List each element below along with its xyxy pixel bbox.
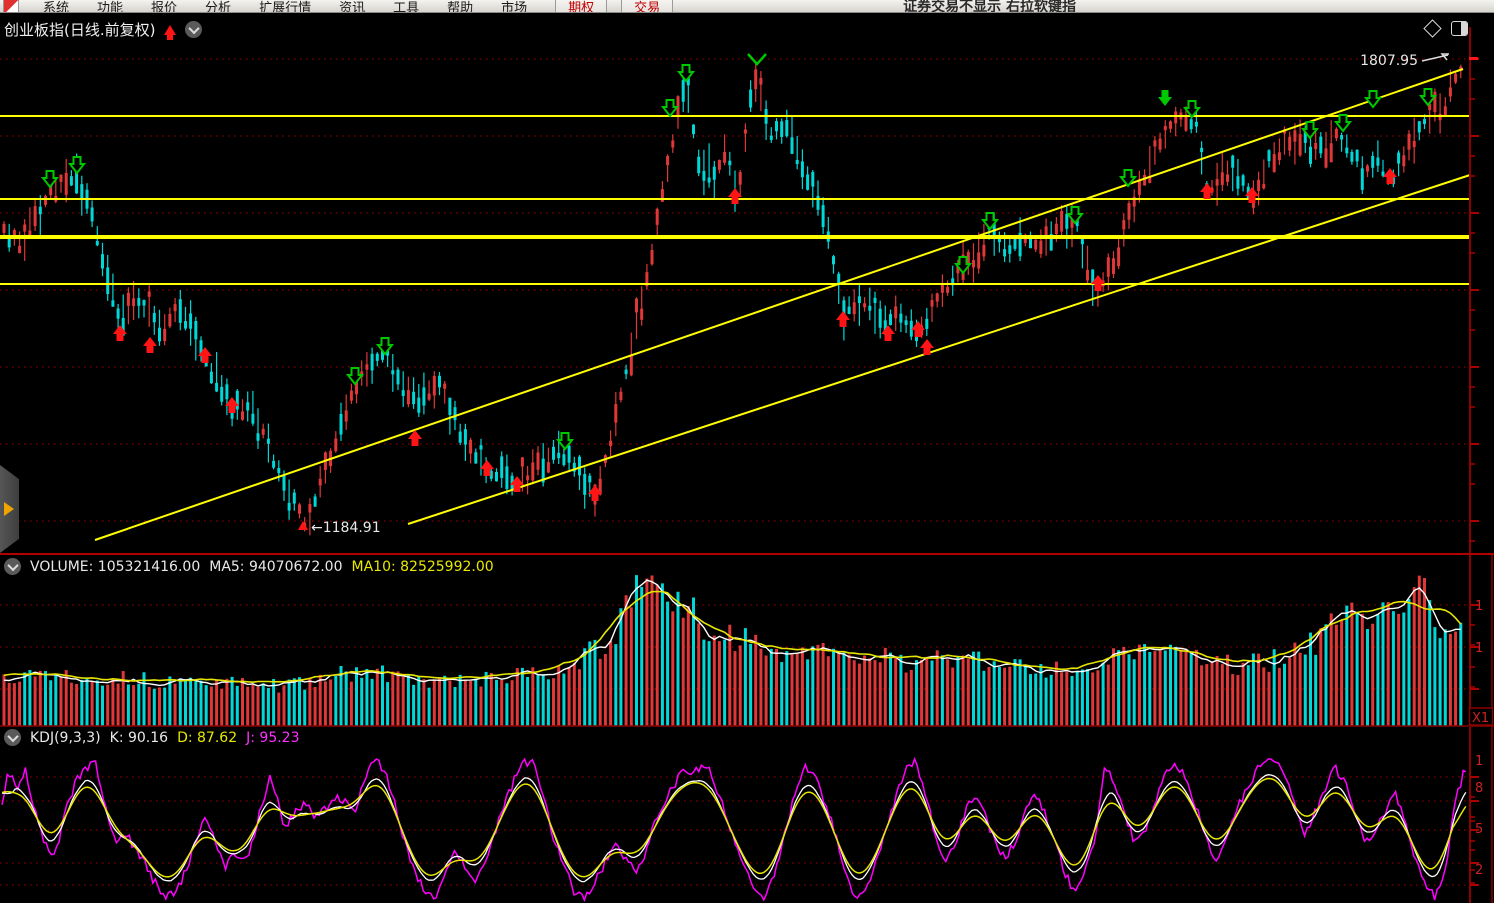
menu-item[interactable]: 分析 — [205, 0, 232, 13]
menubar: 系统 功能 报价 分析 扩展行情 资讯 工具 帮助 市场 期权 交易 证券交易不显示 右拉软键指 — [0, 0, 1494, 13]
volume-ma5-value: MA5: 94070672.00 — [209, 558, 343, 575]
app-logo-icon — [3, 0, 19, 12]
kdj-header: KDJ(9,3,3) K: 90.16 D: 87.62 J: 95.23 — [4, 729, 299, 746]
high-price-label: 1807.95 — [1360, 53, 1418, 69]
panel-layout-icon[interactable] — [1451, 21, 1468, 36]
panel-separator[interactable] — [0, 553, 1494, 555]
volume-header: VOLUME: 105321416.00 MA5: 94070672.00 MA… — [4, 558, 494, 575]
price-up-arrow-icon — [164, 24, 177, 40]
kdj-axis-label: 1 — [1475, 754, 1483, 769]
kdj-axis-label: 2 — [1475, 863, 1483, 878]
main-chart-header: 创业板指(日线.前复权) — [4, 19, 203, 40]
chart-window: 创业板指(日线.前复权) 1807.95 ←1184.91 VOLUME: 105… — [0, 13, 1494, 903]
menu-item-list: 系统 功能 报价 分析 扩展行情 资讯 工具 帮助 市场 — [29, 0, 541, 13]
menu-item[interactable]: 市场 — [501, 0, 528, 13]
low-price-label: ←1184.91 — [311, 520, 381, 536]
volume-axis-label: 1 — [1475, 599, 1483, 614]
menu-button-list: 期权 交易 — [541, 0, 674, 12]
volume-collapse-icon[interactable] — [4, 558, 21, 575]
menu-item[interactable]: 功能 — [97, 0, 124, 13]
diamond-icon[interactable] — [1423, 19, 1442, 38]
menu-item[interactable]: 帮助 — [447, 0, 474, 13]
collapse-chevron-icon[interactable] — [185, 21, 203, 38]
kdj-d-value: D: 87.62 — [177, 729, 238, 746]
kdj-j-value: J: 95.23 — [246, 729, 300, 746]
zoom-x1-label: X1 — [1472, 711, 1489, 726]
volume-axis-label: 1 — [1475, 641, 1483, 656]
volume-canvas[interactable]: 1 1 X1 — [0, 555, 1494, 727]
volume-value: VOLUME: 105321416.00 — [30, 558, 201, 575]
menu-item[interactable]: 扩展行情 — [259, 0, 312, 13]
chart-title: 创业板指(日线.前复权) — [4, 21, 156, 39]
menubar-caption: 证券交易不显示 右拉软键指 — [903, 0, 1077, 13]
main-candlestick-canvas[interactable]: 1807.95 ←1184.91 — [0, 26, 1494, 553]
menu-item[interactable]: 报价 — [151, 0, 178, 13]
menu-item[interactable]: 资讯 — [339, 0, 366, 13]
menu-button[interactable]: 期权 — [555, 0, 608, 12]
kdj-collapse-icon[interactable] — [4, 729, 21, 746]
kdj-axis-label: 5 — [1475, 822, 1483, 837]
menu-item[interactable]: 系统 — [43, 0, 70, 13]
menu-button[interactable]: 交易 — [621, 0, 674, 12]
expand-arrow-icon — [4, 502, 14, 516]
sidebar-expand-handle[interactable] — [0, 465, 19, 553]
kdj-axis-label: 8 — [1475, 781, 1483, 796]
kdj-label: KDJ(9,3,3) — [30, 729, 101, 746]
volume-ma10-value: MA10: 82525992.00 — [351, 558, 494, 575]
menu-item[interactable]: 工具 — [393, 0, 420, 13]
kdj-k-value: K: 90.16 — [109, 729, 169, 746]
